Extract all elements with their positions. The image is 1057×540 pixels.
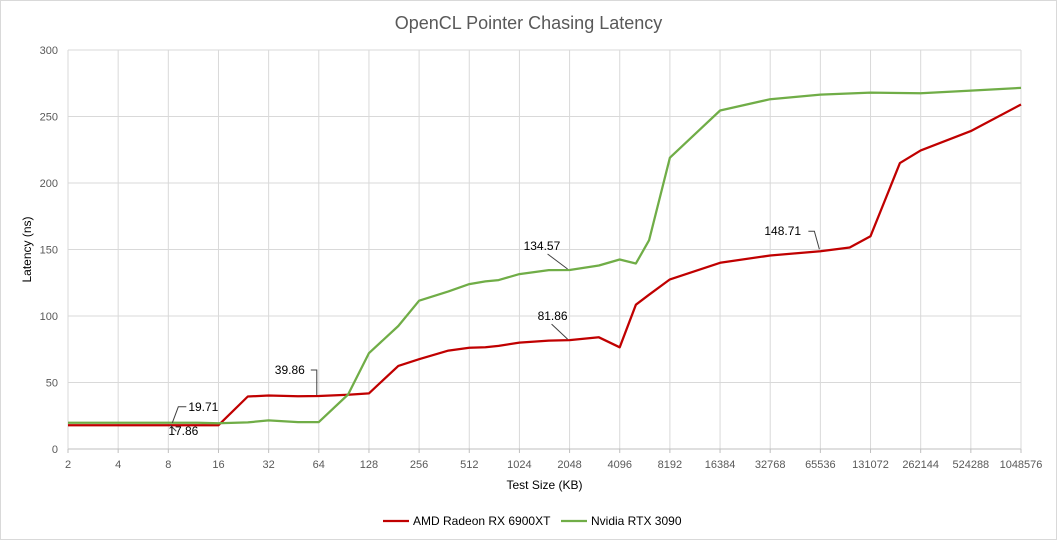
x-tick-label: 131072 bbox=[852, 459, 889, 471]
x-tick-label: 524288 bbox=[952, 459, 989, 471]
data-labels: 19.71 17.86 39.86 134.57 81.86 148.71 bbox=[168, 224, 820, 438]
data-label: 17.86 bbox=[168, 424, 198, 438]
x-tick-label: 1024 bbox=[507, 459, 531, 471]
chart-title: OpenCL Pointer Chasing Latency bbox=[394, 13, 663, 33]
y-tick-label: 300 bbox=[40, 45, 58, 57]
y-tick-label: 250 bbox=[40, 112, 58, 124]
data-label: 148.71 bbox=[764, 224, 801, 238]
series-lines bbox=[68, 86, 1022, 427]
grid-lines bbox=[67, 49, 1022, 453]
x-tick-label: 128 bbox=[360, 459, 378, 471]
x-tick-label: 8 bbox=[165, 459, 171, 471]
y-tick-label: 150 bbox=[40, 245, 58, 257]
data-label: 19.71 bbox=[188, 400, 218, 414]
x-tick-label: 4096 bbox=[607, 459, 631, 471]
series-line bbox=[68, 86, 1022, 425]
x-axis-ticks: 2 4 8 16 32 64 128 256 512 1024 2048 4096 8192 16384 3… bbox=[65, 459, 1042, 471]
y-axis-label: Latency (ns) bbox=[20, 216, 34, 282]
x-tick-label: 256 bbox=[410, 459, 428, 471]
y-tick-label: 200 bbox=[40, 178, 58, 190]
legend-label: Nvidia RTX 3090 bbox=[591, 514, 682, 528]
data-label: 81.86 bbox=[538, 309, 568, 323]
label-leader bbox=[547, 253, 568, 270]
x-tick-label: 32 bbox=[263, 459, 275, 471]
data-label: 39.86 bbox=[275, 363, 305, 377]
series-line bbox=[68, 103, 1022, 427]
x-tick-label: 16384 bbox=[705, 459, 736, 471]
legend: AMD Radeon RX 6900XT Nvidia RTX 3090 bbox=[383, 514, 682, 528]
label-leader bbox=[310, 369, 318, 395]
y-tick-label: 0 bbox=[52, 444, 58, 456]
x-tick-label: 512 bbox=[460, 459, 478, 471]
label-leader bbox=[171, 406, 187, 423]
x-tick-label: 262144 bbox=[902, 459, 939, 471]
y-axis-ticks: 0 50 100 150 200 250 300 bbox=[40, 45, 58, 456]
x-tick-label: 2048 bbox=[557, 459, 581, 471]
x-tick-label: 2 bbox=[65, 459, 71, 471]
data-label: 134.57 bbox=[524, 239, 561, 253]
x-tick-label: 4 bbox=[115, 459, 121, 471]
y-tick-label: 50 bbox=[46, 378, 58, 390]
y-tick-label: 100 bbox=[40, 311, 58, 323]
label-leader bbox=[169, 424, 177, 432]
x-tick-label: 8192 bbox=[658, 459, 682, 471]
label-leader bbox=[808, 230, 820, 250]
x-tick-label: 64 bbox=[313, 459, 325, 471]
x-tick-label: 1048576 bbox=[1000, 459, 1043, 471]
x-axis-label: Test Size (KB) bbox=[506, 478, 582, 492]
label-leader bbox=[551, 323, 568, 340]
x-tick-label: 32768 bbox=[755, 459, 786, 471]
legend-label: AMD Radeon RX 6900XT bbox=[413, 514, 551, 528]
x-tick-label: 65536 bbox=[805, 459, 836, 471]
x-tick-label: 16 bbox=[212, 459, 224, 471]
